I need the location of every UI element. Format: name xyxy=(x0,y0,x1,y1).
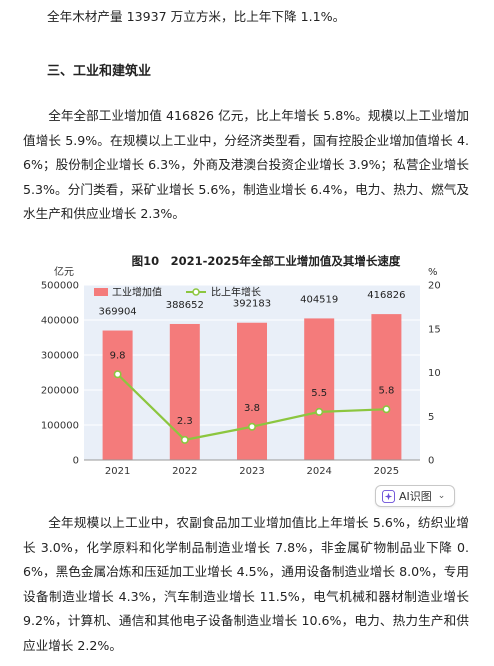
bar-label-2024: 404519 xyxy=(300,294,338,305)
paragraph-industry-overview: 全年全部工业增加值 416826 亿元，比上年增长 5.8%。规模以上工业增加值… xyxy=(23,108,469,221)
left-tick-label: 400000 xyxy=(41,316,79,327)
x-tick-label-2025: 2025 xyxy=(374,466,399,477)
bar-2021 xyxy=(102,330,133,460)
growth-point-2022 xyxy=(180,435,189,444)
left-axis-unit: 亿元 xyxy=(54,265,74,278)
bar-label-2022: 388652 xyxy=(166,300,204,311)
paragraph-industry-breakdown: 全年规模以上工业中，农副食品加工业增加值比上年增长 5.6%，纺织业增长 3.0… xyxy=(23,515,469,653)
left-tick-label: 100000 xyxy=(41,421,79,432)
legend-swatch-bar xyxy=(94,288,108,296)
growth-point-2024 xyxy=(315,407,324,416)
bar-2023 xyxy=(237,322,267,460)
growth-point-2023 xyxy=(248,422,257,431)
right-axis-unit: % xyxy=(428,267,438,278)
growth-label-2025: 5.8 xyxy=(378,385,394,396)
right-tick-label: 15 xyxy=(428,324,441,335)
legend-swatch-marker xyxy=(192,288,200,296)
left-tick-label: 200000 xyxy=(41,386,79,397)
growth-point-2025 xyxy=(382,405,391,414)
growth-label-2021: 9.8 xyxy=(110,350,126,361)
chevron-down-icon: ⌄ xyxy=(437,491,446,501)
paragraph-timber-output: 全年木材产量 13937 万立方米，比上年下降 1.1%。 xyxy=(47,9,346,24)
left-tick-label: 0 xyxy=(73,456,79,467)
chart-industry-value-added: 图10 2021-2025年全部工业增加值及其增长速度 亿元% 0 100000 200… xyxy=(30,245,470,485)
legend-label-bar: 工业增加值 xyxy=(112,286,162,299)
right-tick-label: 10 xyxy=(428,368,441,379)
x-tick-label-2021: 2021 xyxy=(105,466,130,477)
right-tick-label: 20 xyxy=(428,281,441,292)
bar-2024 xyxy=(304,318,335,460)
left-tick-label: 500000 xyxy=(41,281,79,292)
right-tick-label: 5 xyxy=(428,412,434,423)
growth-label-2022: 2.3 xyxy=(177,416,193,427)
growth-label-2023: 3.8 xyxy=(244,403,260,414)
growth-label-2024: 5.5 xyxy=(311,388,327,399)
ai-image-recognition-button[interactable]: AI识图 ⌄ xyxy=(375,485,455,507)
left-tick-label: 300000 xyxy=(41,351,79,362)
bar-label-2023: 392183 xyxy=(233,299,271,310)
section-heading: 三、工业和建筑业 xyxy=(47,64,152,79)
chart-title: 图10 2021-2025年全部工业增加值及其增长速度 xyxy=(132,254,401,268)
ai-sparkle-icon xyxy=(382,489,395,503)
bar-2025 xyxy=(371,314,402,460)
x-tick-label-2024: 2024 xyxy=(306,466,331,477)
bar-label-2021: 369904 xyxy=(99,307,137,318)
ai-button-label: AI识图 xyxy=(399,490,432,503)
x-tick-label-2023: 2023 xyxy=(239,466,264,477)
right-tick-label: 0 xyxy=(428,456,434,467)
x-tick-label-2022: 2022 xyxy=(172,466,197,477)
bar-label-2025: 416826 xyxy=(367,290,405,301)
legend-label-line: 比上年增长 xyxy=(211,286,261,299)
growth-point-2021 xyxy=(113,370,122,379)
